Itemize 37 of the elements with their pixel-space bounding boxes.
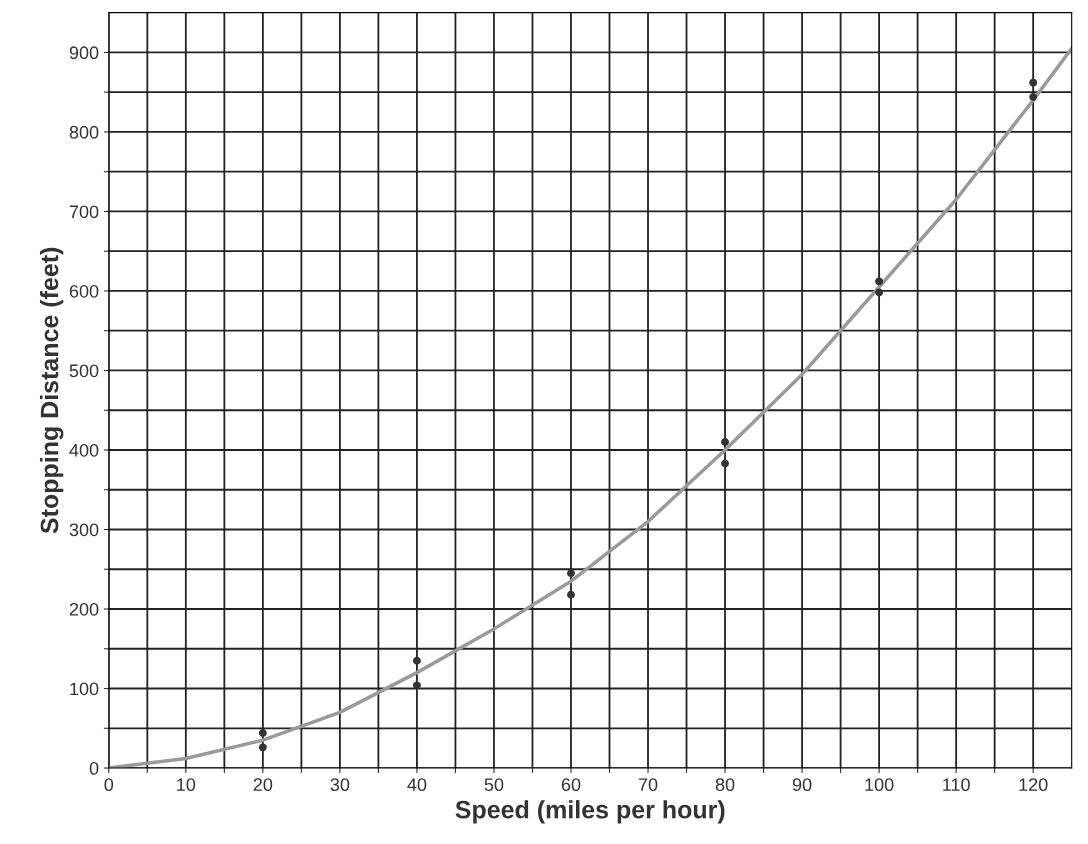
y-tick-label: 900: [69, 46, 99, 60]
x-tick-label: 100: [865, 778, 894, 792]
point: [567, 569, 575, 578]
y-tick-label: 300: [69, 523, 99, 537]
point: [721, 459, 729, 468]
x-tick-label: 60: [561, 778, 581, 792]
point: [412, 681, 421, 690]
y-axis-title: Stopping Distance (feet): [39, 247, 64, 534]
x-tick-label: 80: [715, 778, 735, 792]
x-tick-label: 90: [792, 778, 812, 792]
x-tick-label: 40: [407, 778, 427, 792]
point: [1029, 78, 1038, 87]
y-tick-label: 100: [70, 682, 99, 696]
x-tick-label: 110: [943, 778, 970, 792]
x-tick-label: 30: [330, 778, 350, 792]
point: [412, 656, 421, 665]
x-tick-label: 0: [104, 778, 114, 792]
x-tick-label: 120: [1019, 778, 1048, 792]
x-axis-title: Speed (miles per hour): [455, 800, 725, 824]
y-tick-label: 0: [89, 761, 99, 775]
y-tick-label: 700: [69, 205, 99, 219]
y-tick-label: 500: [69, 364, 99, 378]
x-tick-label: 70: [638, 778, 658, 792]
y-tick-label: 800: [69, 125, 99, 139]
y-tick-label: 400: [69, 443, 99, 457]
point: [875, 277, 884, 286]
point: [567, 590, 575, 599]
point: [721, 438, 729, 446]
y-tick-label: 600: [69, 284, 99, 298]
x-tick-label: 20: [253, 778, 273, 792]
point: [875, 288, 884, 297]
point: [258, 743, 267, 752]
x-tick-label: 10: [177, 778, 196, 792]
x-tick-label: 50: [484, 778, 504, 792]
y-tick-label: 200: [69, 602, 99, 616]
point: [1029, 92, 1038, 101]
point: [258, 729, 267, 738]
